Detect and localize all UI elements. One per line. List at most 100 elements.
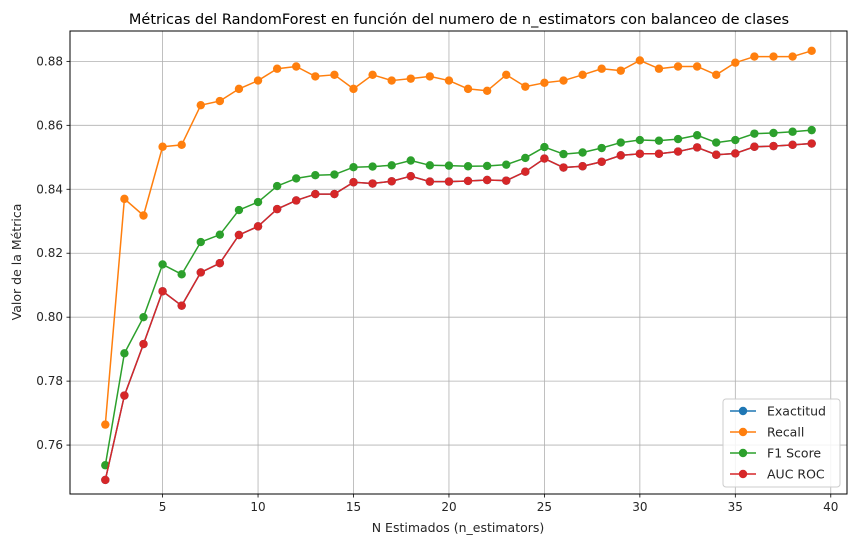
plot-frame <box>69 30 848 495</box>
data-point-f1-score <box>635 135 645 145</box>
data-point-f1-score <box>120 349 129 358</box>
data-point-recall <box>444 76 454 85</box>
data-point-auc-roc <box>120 391 129 400</box>
legend-item-f1-score: F1 Score <box>730 446 821 461</box>
data-point-auc-roc <box>387 177 396 186</box>
series-exactitud <box>101 139 816 485</box>
data-point-recall <box>101 420 110 429</box>
data-point-f1-score <box>349 163 358 172</box>
data-point-recall <box>692 62 702 71</box>
data-point-recall <box>807 46 816 56</box>
data-point-auc-roc <box>349 178 358 187</box>
series-line-exactitud <box>104 142 812 481</box>
data-point-recall <box>158 142 167 151</box>
legend: Exactitud Recall F1 Score AUC ROC <box>722 398 841 488</box>
data-point-recall <box>349 84 358 94</box>
data-point-auc-roc <box>807 139 816 148</box>
data-point-auc-roc <box>769 141 778 151</box>
data-point-f1-score <box>712 138 721 147</box>
data-point-auc-roc <box>559 163 568 172</box>
y-tick-label: 0.80 <box>36 310 63 324</box>
data-point-auc-roc <box>502 176 511 185</box>
data-point-auc-roc <box>215 258 225 268</box>
data-point-f1-score <box>654 136 664 145</box>
data-point-recall <box>330 70 339 80</box>
data-point-f1-score <box>769 128 778 138</box>
data-point-f1-score <box>139 312 148 322</box>
legend-swatch-marker <box>738 469 748 479</box>
data-point-f1-score <box>158 260 167 269</box>
data-point-f1-score <box>215 230 225 239</box>
series-line-f1-score <box>104 129 812 466</box>
data-point-auc-roc <box>406 171 415 181</box>
data-point-recall <box>578 70 587 80</box>
legend-label: F1 Score <box>767 446 821 461</box>
legend-box <box>722 398 841 488</box>
x-tick-label: 30 <box>632 500 647 514</box>
data-point-f1-score <box>788 127 797 136</box>
data-point-f1-score <box>807 125 816 135</box>
x-tick-label: 5 <box>159 500 167 514</box>
data-point-recall <box>654 64 664 73</box>
data-point-recall <box>750 52 759 61</box>
legend-item-exactitud: Exactitud <box>730 404 826 419</box>
data-point-recall <box>788 52 797 61</box>
data-point-auc-roc <box>463 176 473 186</box>
data-point-f1-score <box>692 131 702 140</box>
series-f1-score <box>101 125 816 470</box>
data-point-recall <box>731 58 740 67</box>
x-tick-label: 20 <box>441 500 456 514</box>
series-layer <box>101 46 816 485</box>
data-point-recall <box>712 70 721 80</box>
data-point-f1-score <box>540 142 549 152</box>
data-point-f1-score <box>597 143 606 153</box>
data-point-recall <box>425 72 435 81</box>
x-axis-label: N Estimados (n_estimators) <box>372 520 545 535</box>
series-line-auc-roc <box>104 142 812 481</box>
data-point-f1-score <box>731 135 740 145</box>
grid <box>70 31 847 494</box>
series-auc-roc <box>101 139 816 485</box>
data-point-auc-roc <box>692 143 702 152</box>
ticks: 5 10 15 20 25 30 35 40 0.76 0.78 0.80 0.82 0.84 0.86 0… <box>36 54 838 514</box>
data-point-auc-roc <box>712 150 721 159</box>
data-point-recall <box>139 211 148 220</box>
data-point-f1-score <box>559 149 568 159</box>
data-point-auc-roc <box>177 301 186 310</box>
data-point-auc-roc <box>139 339 148 349</box>
data-point-recall <box>120 194 129 204</box>
data-point-f1-score <box>502 160 511 169</box>
legend-label: Exactitud <box>767 404 826 419</box>
data-point-recall <box>177 140 186 150</box>
data-point-f1-score <box>292 174 301 183</box>
data-point-auc-roc <box>540 154 549 163</box>
x-tick-label: 15 <box>346 500 361 514</box>
data-point-auc-roc <box>616 151 625 160</box>
data-point-f1-score <box>253 197 263 207</box>
data-point-f1-score <box>311 171 320 180</box>
legend-swatch-marker <box>738 406 748 416</box>
data-point-f1-score <box>425 161 435 170</box>
data-point-f1-score <box>578 148 587 157</box>
data-point-recall <box>502 70 511 80</box>
data-point-f1-score <box>482 161 492 171</box>
data-point-recall <box>540 78 549 88</box>
x-tick-label: 40 <box>823 500 838 514</box>
data-point-auc-roc <box>597 157 606 166</box>
data-point-recall <box>635 56 645 65</box>
data-point-f1-score <box>444 161 454 170</box>
data-point-recall <box>196 100 205 110</box>
data-point-recall <box>616 66 625 75</box>
data-point-auc-roc <box>578 162 587 171</box>
data-point-auc-roc <box>311 189 320 199</box>
data-point-f1-score <box>521 153 530 163</box>
data-point-f1-score <box>177 270 186 279</box>
y-tick-label: 0.86 <box>36 118 63 132</box>
data-point-f1-score <box>234 205 244 215</box>
data-point-recall <box>234 84 244 94</box>
data-point-auc-roc <box>444 177 454 186</box>
legend-item-auc-roc: AUC ROC <box>730 467 825 482</box>
data-point-auc-roc <box>101 475 110 485</box>
data-point-f1-score <box>272 181 282 191</box>
